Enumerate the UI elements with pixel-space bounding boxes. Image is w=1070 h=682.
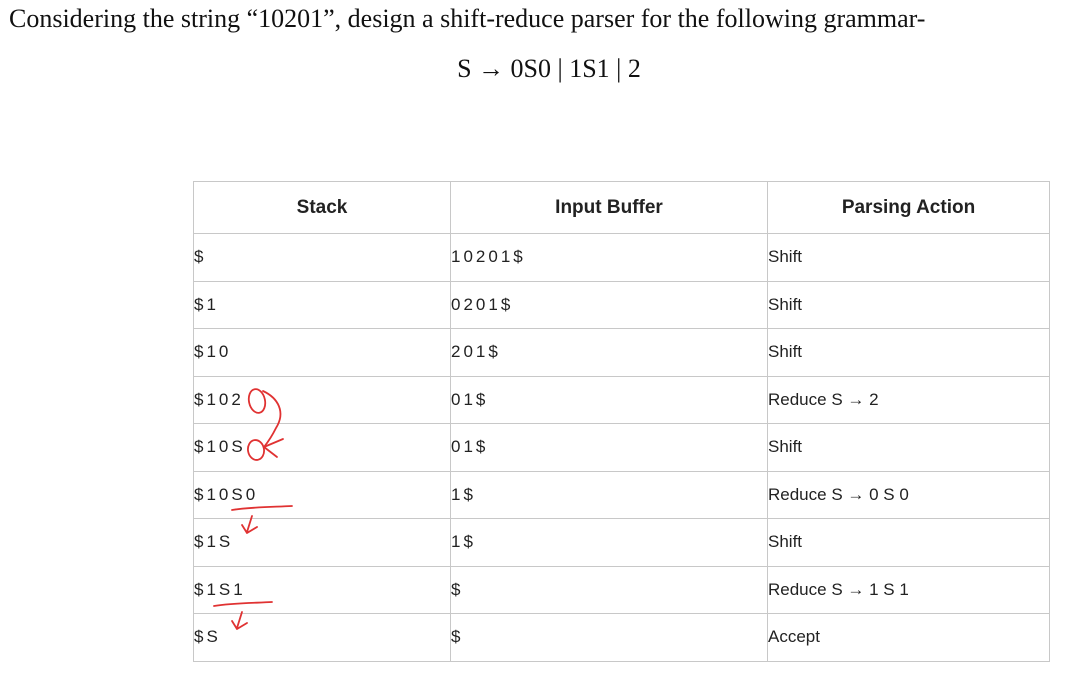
action-cell: Shift [767,328,1050,377]
stack-cell: $10S0 [193,470,451,519]
stack-cell: $1S [193,518,451,567]
table-row: $1S 1$ Shift [193,518,1050,567]
parse-table: Stack Input Buffer Parsing Action $ 1020… [193,181,1050,662]
stack-cell: $10S [193,423,451,472]
action-cell: Reduce S → 2 [767,375,1050,424]
input-cell: 01$ [450,423,768,472]
stack-cell: $1S1 [193,565,451,614]
table-header-row: Stack Input Buffer Parsing Action [193,181,1050,234]
stack-cell: $1 [193,280,451,329]
input-cell: 201$ [450,328,768,377]
grammar-rule: S → 0S0 | 1S1 | 2 [0,54,1070,84]
stack-cell: $ [193,233,451,282]
input-cell: 0201$ [450,280,768,329]
input-cell: $ [450,613,768,662]
action-cell: Shift [767,518,1050,567]
table-row: $1 0201$ Shift [193,280,1050,329]
input-cell: 01$ [450,375,768,424]
input-cell: 1$ [450,470,768,519]
question-text: Considering the string “10201”, design a… [9,4,926,33]
action-cell: Shift [767,280,1050,329]
action-cell: Accept [767,613,1050,662]
header-parsing-action: Parsing Action [767,181,1050,234]
input-cell: 10201$ [450,233,768,282]
grammar-text: S → 0S0 | 1S1 | 2 [457,54,641,83]
action-cell: Shift [767,233,1050,282]
table-row: $1S1 $ Reduce S → 1 S 1 [193,565,1050,614]
input-cell: $ [450,565,768,614]
table-row: $ 10201$ Shift [193,233,1050,282]
table-row: $10S0 1$ Reduce S → 0 S 0 [193,470,1050,519]
stack-cell: $102 [193,375,451,424]
action-cell: Shift [767,423,1050,472]
action-cell: Reduce S → 0 S 0 [767,470,1050,519]
table-row: $10S 01$ Shift [193,423,1050,472]
header-stack: Stack [193,181,451,234]
action-cell: Reduce S → 1 S 1 [767,565,1050,614]
table-row: $10 201$ Shift [193,328,1050,377]
table-row: $S $ Accept [193,613,1050,662]
input-cell: 1$ [450,518,768,567]
stack-cell: $10 [193,328,451,377]
table-row: $102 01$ Reduce S → 2 [193,375,1050,424]
header-input-buffer: Input Buffer [450,181,768,234]
stack-cell: $S [193,613,451,662]
